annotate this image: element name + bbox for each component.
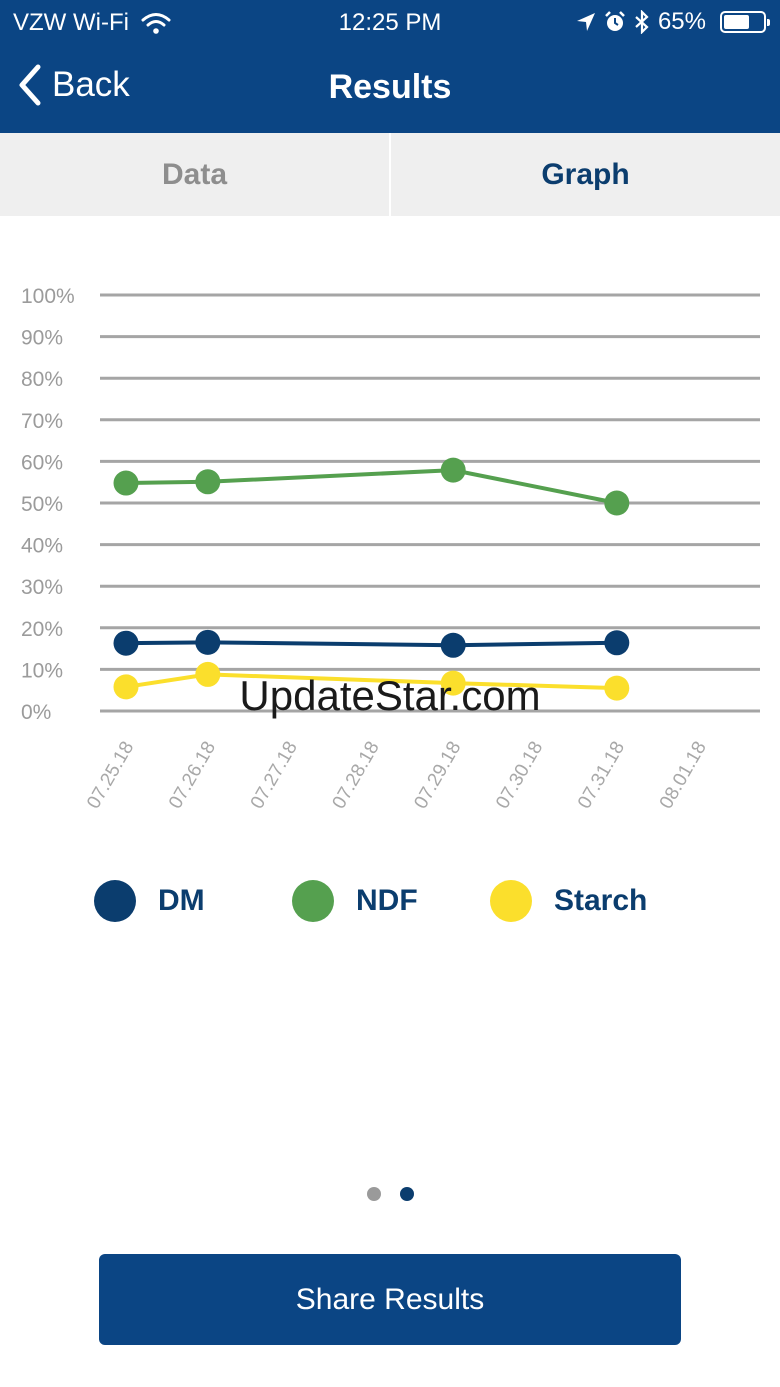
carrier-label: VZW Wi-Fi (13, 9, 129, 36)
x-tick-label: 07.28.18 (329, 738, 384, 813)
x-tick-label: 07.31.18 (574, 738, 629, 813)
status-bar: VZW Wi-Fi 12:25 PM 65% (0, 0, 780, 44)
legend-swatch (292, 880, 334, 922)
legend-label: DM (158, 884, 205, 917)
x-tick-label: 07.25.18 (83, 738, 138, 813)
alarm-icon (605, 11, 625, 31)
legend-label: NDF (356, 884, 418, 917)
series-line-dm (125, 640, 617, 648)
location-arrow-icon (576, 13, 595, 31)
page-indicator (0, 1187, 780, 1201)
status-icons: 65% (576, 8, 770, 36)
y-tick-label: 60% (21, 451, 63, 474)
back-label: Back (52, 65, 130, 104)
legend-item-dm: DM (94, 880, 205, 922)
data-point-starch (604, 675, 630, 701)
x-tick-label: 07.29.18 (410, 738, 465, 813)
segmented-control: Data Graph (0, 133, 780, 216)
y-tick-label: 0% (21, 701, 51, 724)
wifi-icon (141, 13, 171, 34)
header-bar: VZW Wi-Fi 12:25 PM 65% (0, 0, 780, 133)
y-tick-label: 10% (21, 659, 63, 682)
x-tick-label: 07.30.18 (492, 738, 547, 813)
y-tick-label: 30% (21, 576, 63, 599)
legend-item-starch: Starch (490, 880, 647, 922)
y-tick-label: 90% (21, 327, 63, 350)
data-point-starch (113, 674, 139, 700)
chart-legend: DM NDF Starch (0, 880, 780, 960)
chevron-left-icon (19, 64, 41, 106)
y-tick-label: 80% (21, 368, 63, 391)
y-tick-label: 70% (21, 410, 63, 433)
y-tick-label: 20% (21, 618, 63, 641)
series-line-starch (125, 672, 617, 691)
data-point-dm (604, 630, 630, 656)
y-tick-label: 40% (21, 535, 63, 558)
data-point-starch (440, 670, 466, 696)
data-point-ndf (195, 469, 221, 495)
tab-graph[interactable]: Graph (541, 157, 630, 191)
page-dot-1[interactable] (366, 1187, 381, 1201)
battery-percent: 65% (657, 8, 706, 35)
navigation-bar: Back Results (0, 44, 780, 133)
carrier-group: VZW Wi-Fi (13, 9, 171, 37)
tab-data[interactable]: Data (0, 133, 391, 216)
x-tick-label: 07.26.18 (165, 738, 220, 813)
legend-swatch (490, 880, 532, 922)
data-point-dm (195, 629, 221, 655)
x-tick-label: 07.27.18 (247, 738, 302, 813)
data-point-ndf (113, 470, 139, 496)
legend-swatch (94, 880, 136, 922)
y-tick-label: 100% (21, 285, 75, 308)
legend-label: Starch (554, 884, 648, 917)
share-results-button[interactable]: Share Results (99, 1254, 681, 1345)
page-dot-2[interactable] (399, 1187, 414, 1201)
data-point-ndf (604, 490, 630, 516)
data-point-ndf (440, 457, 466, 483)
bluetooth-icon (635, 10, 649, 34)
line-chart: 100% 90% 80% 70% 60% 50% 40% 30% 20% 10% 0% 07.25.1… (21, 285, 760, 813)
data-point-dm (113, 630, 139, 656)
back-button[interactable]: Back (18, 64, 130, 106)
data-point-starch (195, 661, 221, 687)
legend-item-ndf: NDF (292, 880, 418, 922)
y-tick-label: 50% (21, 493, 63, 516)
series-line-ndf (125, 468, 618, 505)
share-results-label: Share Results (295, 1282, 485, 1316)
data-point-dm (440, 632, 466, 658)
clock: 12:25 PM (338, 9, 442, 36)
battery-icon (720, 11, 770, 33)
x-tick-label: 08.01.18 (656, 738, 711, 813)
